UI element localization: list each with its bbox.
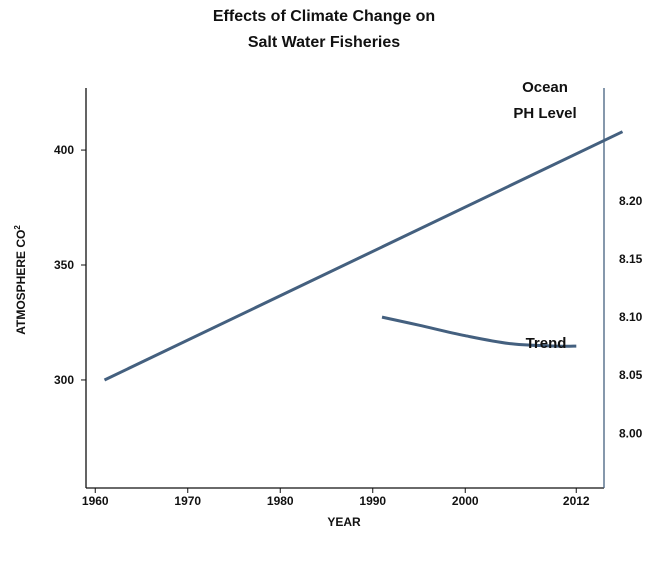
y-axis-label: ATMOSPHERE CO2	[13, 225, 28, 335]
right-y-tick-label: 8.20	[619, 194, 643, 208]
series-line-trend	[381, 315, 577, 348]
chart-title-line-2: Salt Water Fisheries	[248, 34, 400, 51]
y-axis-label-superscript: 2	[13, 225, 22, 230]
annotation-ph-level: PH Level	[513, 105, 576, 122]
series-line-co2	[103, 130, 624, 382]
x-tick-label: 2000	[452, 494, 479, 508]
chart-title: Effects of Climate Change on Salt Water …	[213, 8, 435, 51]
annotation-ocean: Ocean	[522, 79, 568, 96]
x-tick-label: 2012	[563, 494, 590, 508]
x-ticks: 1960 1970 1980 1990 2000 2012	[82, 488, 590, 508]
right-y-tick-label: 8.00	[619, 426, 643, 440]
left-y-tick-label: 350	[54, 258, 74, 272]
x-tick-label: 1970	[174, 494, 201, 508]
left-y-tick-label: 400	[54, 143, 74, 157]
series-layer	[103, 130, 624, 382]
right-y-tick-label: 8.05	[619, 368, 643, 382]
chart-title-line-1: Effects of Climate Change on	[213, 8, 435, 25]
x-axis-label: YEAR	[327, 515, 361, 529]
right-y-tick-label: 8.10	[619, 310, 643, 324]
x-tick-label: 1990	[359, 494, 386, 508]
left-y-ticks: 300 350 400	[54, 143, 86, 387]
x-tick-label: 1980	[267, 494, 294, 508]
annotation-trend: Trend	[526, 335, 567, 352]
y-axis-label-text: ATMOSPHERE CO	[14, 230, 28, 335]
right-y-ticks: 8.00 8.05 8.10 8.15 8.20	[619, 194, 643, 441]
x-tick-label: 1960	[82, 494, 109, 508]
right-y-tick-label: 8.15	[619, 252, 643, 266]
left-y-tick-label: 300	[54, 373, 74, 387]
